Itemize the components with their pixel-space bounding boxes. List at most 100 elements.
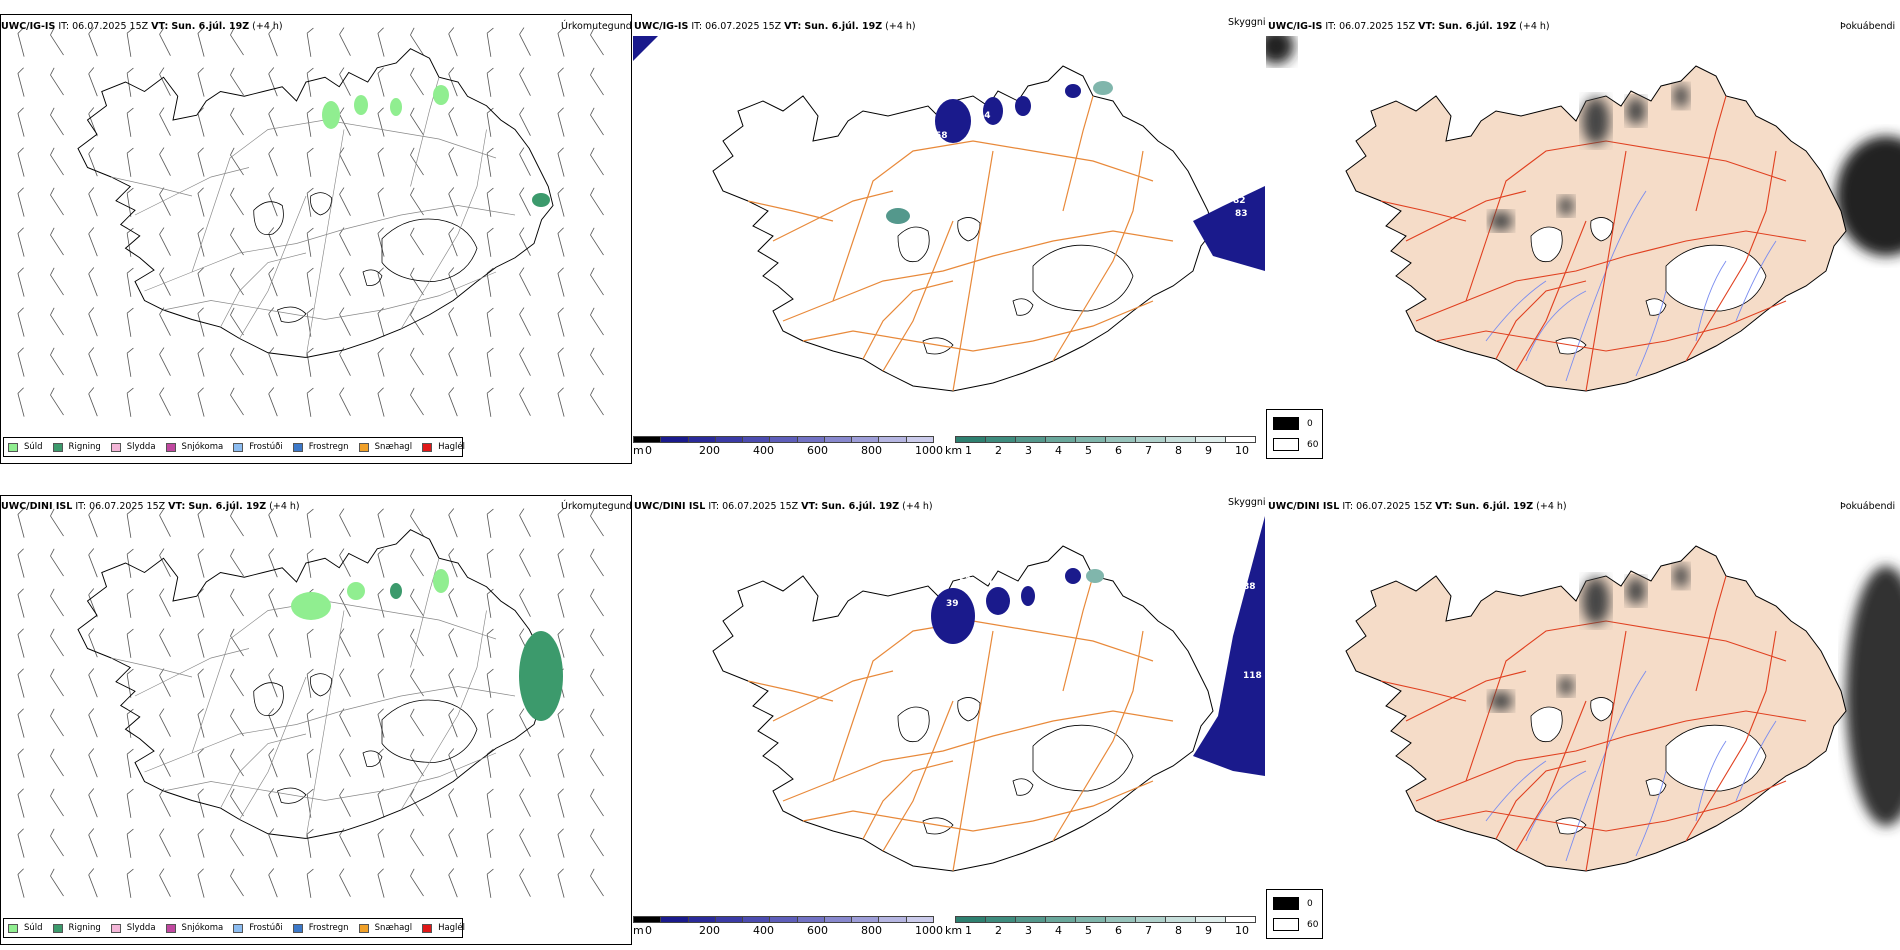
barb-flag xyxy=(377,748,384,755)
colorbar-segment xyxy=(714,916,744,923)
barb-shaft xyxy=(557,233,565,257)
it-value: 06.07.2025 15Z xyxy=(1339,21,1416,32)
wind-barb xyxy=(126,628,134,658)
barb-shaft xyxy=(159,34,171,56)
barb-shaft xyxy=(410,114,424,136)
barb-flag xyxy=(519,267,525,275)
barb-flag xyxy=(50,668,55,677)
barb-flag xyxy=(339,628,345,636)
vt-value: Sun. 6.júl. 19Z xyxy=(1438,21,1517,32)
wind-barb xyxy=(410,147,424,176)
wind-barb xyxy=(448,107,458,137)
fog-legend-swatch xyxy=(1273,918,1299,931)
barb-flag xyxy=(557,588,564,595)
barb-flag xyxy=(590,227,595,236)
barb-shaft xyxy=(377,554,385,578)
wind-barb xyxy=(159,67,171,96)
road-line xyxy=(772,670,894,722)
barb-shaft xyxy=(126,554,132,578)
colorbar-segment xyxy=(1105,916,1136,923)
barb-flag xyxy=(197,748,204,755)
it-label: IT: xyxy=(58,21,70,32)
road-line xyxy=(305,610,345,839)
wind-barb xyxy=(126,668,134,698)
barb-shaft xyxy=(230,875,244,897)
wind-barb xyxy=(410,347,424,376)
wind-barb xyxy=(197,508,205,538)
it-value: 06.07.2025 15Z xyxy=(72,21,149,32)
barb-shaft xyxy=(126,313,132,337)
barb-flag xyxy=(410,828,415,837)
legend-swatch xyxy=(165,442,176,452)
wind-barb xyxy=(17,708,25,738)
barb-flag xyxy=(410,668,415,677)
barb-flag xyxy=(410,588,415,597)
barb-flag xyxy=(17,788,24,795)
barb-flag xyxy=(126,107,134,114)
barb-flag xyxy=(306,387,314,394)
barb-shaft xyxy=(410,755,424,777)
wind-barb xyxy=(590,508,604,537)
barb-shaft xyxy=(339,394,351,416)
wind-barb xyxy=(268,27,278,57)
wind-barb xyxy=(197,187,205,217)
barb-shaft xyxy=(159,234,171,256)
wind-barb xyxy=(377,628,385,658)
barb-shaft xyxy=(17,754,25,778)
glacier-outline xyxy=(1590,697,1614,722)
wind-barb xyxy=(306,267,314,297)
fog-map-row1 xyxy=(1266,36,1900,392)
barb-flag xyxy=(306,868,314,875)
wind-barb xyxy=(197,628,205,658)
wind-barb xyxy=(448,387,458,417)
colorbar-tick-m: 600 xyxy=(807,444,828,457)
wind-barb xyxy=(448,748,458,778)
barb-shaft xyxy=(410,314,424,336)
barb-flag xyxy=(410,508,415,517)
cloud-value-label: 124 xyxy=(1103,571,1122,581)
wind-barb xyxy=(17,107,25,137)
barb-flag xyxy=(448,628,455,636)
barb-shaft xyxy=(519,34,531,56)
barb-shaft xyxy=(17,674,25,698)
wind-barb xyxy=(377,588,385,618)
header-row1-cloud: UWC/IG-IS IT: 06.07.2025 15Z VT: Sun. 6.… xyxy=(634,21,916,32)
wind-barb xyxy=(159,307,171,336)
barb-flag xyxy=(486,267,494,274)
barb-flag xyxy=(50,828,55,837)
glacier-outline xyxy=(253,682,284,717)
legend-swatch xyxy=(52,442,63,452)
barb-shaft xyxy=(17,714,25,738)
barb-flag xyxy=(306,708,314,715)
barb-flag xyxy=(377,868,384,875)
road-line xyxy=(400,129,487,330)
wind-barb xyxy=(230,187,244,216)
panel-title-precip-row1: Úrkomutegund xyxy=(561,21,632,32)
barb-flag xyxy=(159,267,165,275)
wind-barb xyxy=(590,27,604,56)
wind-barb xyxy=(377,267,385,297)
barb-shaft xyxy=(339,875,351,897)
barb-shaft xyxy=(377,393,385,417)
legend-label: Snjókoma xyxy=(181,442,224,452)
wind-barb xyxy=(17,588,25,618)
barb-flag xyxy=(159,828,165,836)
wind-barb xyxy=(448,588,458,618)
barb-shaft xyxy=(377,73,385,97)
cloud-panel-row1: 82 83 57 44 58 xyxy=(633,36,1265,456)
barb-flag xyxy=(590,508,595,517)
low-cloud-area xyxy=(931,588,975,644)
wind-barb xyxy=(17,868,25,898)
barb-flag xyxy=(448,147,455,155)
wind-barb xyxy=(339,227,351,256)
barb-shaft xyxy=(268,273,278,297)
lead-time: (+4 h) xyxy=(269,501,300,512)
barb-flag xyxy=(590,27,595,36)
barb-flag xyxy=(50,347,55,356)
barb-shaft xyxy=(230,755,244,777)
barb-flag xyxy=(268,147,275,155)
barb-flag xyxy=(230,107,235,116)
road-line xyxy=(1415,230,1807,322)
colorbar-segment xyxy=(878,916,907,923)
barb-shaft xyxy=(159,394,171,416)
